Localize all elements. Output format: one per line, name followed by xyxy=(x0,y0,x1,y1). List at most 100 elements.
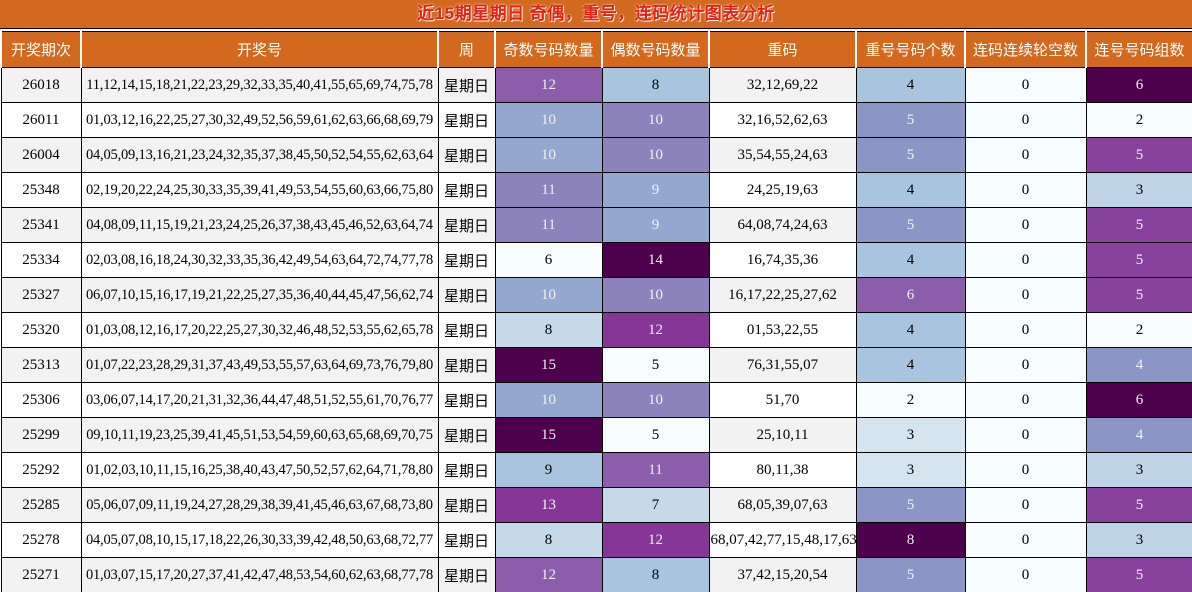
cell-consec_groups: 2 xyxy=(1085,312,1192,348)
cell-numbers: 02,03,08,16,18,24,30,32,33,35,36,42,49,5… xyxy=(80,242,439,278)
cell-even_count: 12 xyxy=(601,312,710,348)
cell-week: 星期日 xyxy=(437,172,496,208)
cell-period: 26011 xyxy=(0,102,82,138)
cell-repeat_count: 5 xyxy=(855,137,966,173)
column-header-period: 开奖期次 xyxy=(0,31,82,68)
cell-consec_skip: 0 xyxy=(964,102,1087,138)
cell-consec_groups: 6 xyxy=(1085,382,1192,418)
cell-numbers: 01,03,08,12,16,17,20,22,25,27,30,32,46,4… xyxy=(80,312,439,348)
column-header-consec_skip: 连码连续轮空数 xyxy=(964,31,1087,68)
cell-repeat_count: 4 xyxy=(855,312,966,348)
cell-even_count: 8 xyxy=(601,67,710,103)
cell-even_count: 7 xyxy=(601,487,710,523)
column-header-repeat_count: 重号号码个数 xyxy=(855,31,966,68)
cell-repeat_count: 5 xyxy=(855,487,966,523)
table-header: 开奖期次 开奖号周奇数号码数量 偶数号码数量 重码 重号号码个数 连码连续轮空数 连号号码组… xyxy=(0,31,1192,68)
cell-numbers: 01,03,07,15,17,20,27,37,41,42,47,48,53,5… xyxy=(80,557,439,592)
cell-consec_skip: 0 xyxy=(964,522,1087,558)
cell-numbers: 01,07,22,23,28,29,31,37,43,49,53,55,57,6… xyxy=(80,347,439,383)
cell-week: 星期日 xyxy=(437,347,496,383)
cell-even_count: 5 xyxy=(601,417,710,453)
cell-week: 星期日 xyxy=(437,452,496,488)
cell-repeat_numbers: 01,53,22,55 xyxy=(708,312,857,348)
cell-repeat_numbers: 51,70 xyxy=(708,382,857,418)
cell-period: 26004 xyxy=(0,137,82,173)
cell-numbers: 04,05,09,13,16,21,23,24,32,35,37,38,45,5… xyxy=(80,137,439,173)
table-row: 26018 11,12,14,15,18,21,22,23,29,32,33,35… xyxy=(0,67,1192,103)
cell-repeat_numbers: 76,31,55,07 xyxy=(708,347,857,383)
cell-repeat_numbers: 25,10,11 xyxy=(708,417,857,453)
cell-repeat_count: 5 xyxy=(855,557,966,592)
cell-odd_count: 10 xyxy=(494,277,603,313)
table-row: 25320 01,03,08,12,16,17,20,22,25,27,30,32… xyxy=(0,312,1192,348)
cell-week: 星期日 xyxy=(437,102,496,138)
cell-period: 25320 xyxy=(0,312,82,348)
cell-consec_skip: 0 xyxy=(964,67,1087,103)
cell-odd_count: 6 xyxy=(494,242,603,278)
cell-week: 星期日 xyxy=(437,207,496,243)
cell-odd_count: 10 xyxy=(494,102,603,138)
cell-week: 星期日 xyxy=(437,277,496,313)
cell-repeat_numbers: 68,07,42,77,15,48,17,63 xyxy=(708,522,857,558)
cell-odd_count: 8 xyxy=(494,312,603,348)
cell-period: 25306 xyxy=(0,382,82,418)
cell-week: 星期日 xyxy=(437,137,496,173)
cell-numbers: 09,10,11,19,23,25,39,41,45,51,53,54,59,6… xyxy=(80,417,439,453)
cell-period: 25327 xyxy=(0,277,82,313)
table-body: 26018 11,12,14,15,18,21,22,23,29,32,33,35… xyxy=(0,67,1192,592)
table-header-row: 开奖期次 开奖号周奇数号码数量 偶数号码数量 重码 重号号码个数 连码连续轮空数 连号号码组… xyxy=(0,31,1192,68)
column-header-repeat_numbers: 重码 xyxy=(708,31,857,68)
cell-repeat_numbers: 68,05,39,07,63 xyxy=(708,487,857,523)
cell-consec_skip: 0 xyxy=(964,452,1087,488)
cell-odd_count: 15 xyxy=(494,347,603,383)
cell-consec_groups: 3 xyxy=(1085,172,1192,208)
column-header-odd_count: 奇数号码数量 xyxy=(494,31,603,68)
cell-odd_count: 10 xyxy=(494,137,603,173)
table-row: 25292 01,02,03,10,11,15,16,25,38,40,43,47… xyxy=(0,452,1192,488)
column-header-even_count: 偶数号码数量 xyxy=(601,31,710,68)
cell-period: 25299 xyxy=(0,417,82,453)
cell-consec_groups: 2 xyxy=(1085,102,1192,138)
cell-repeat_count: 4 xyxy=(855,172,966,208)
cell-even_count: 9 xyxy=(601,207,710,243)
cell-consec_groups: 3 xyxy=(1085,452,1192,488)
cell-period: 25285 xyxy=(0,487,82,523)
cell-even_count: 10 xyxy=(601,102,710,138)
cell-period: 25271 xyxy=(0,557,82,592)
cell-repeat_numbers: 32,16,52,62,63 xyxy=(708,102,857,138)
cell-odd_count: 9 xyxy=(494,452,603,488)
cell-repeat_numbers: 16,74,35,36 xyxy=(708,242,857,278)
cell-repeat_count: 3 xyxy=(855,417,966,453)
cell-consec_skip: 0 xyxy=(964,137,1087,173)
cell-consec_skip: 0 xyxy=(964,242,1087,278)
cell-odd_count: 12 xyxy=(494,557,603,592)
table-row: 25278 04,05,07,08,10,15,17,18,22,26,30,33… xyxy=(0,522,1192,558)
cell-consec_groups: 5 xyxy=(1085,557,1192,592)
cell-repeat_count: 5 xyxy=(855,207,966,243)
cell-consec_skip: 0 xyxy=(964,347,1087,383)
cell-period: 25278 xyxy=(0,522,82,558)
table-row: 25271 01,03,07,15,17,20,27,37,41,42,47,48… xyxy=(0,557,1192,592)
cell-repeat_numbers: 32,12,69,22 xyxy=(708,67,857,103)
cell-even_count: 11 xyxy=(601,452,710,488)
table-row: 25285 05,06,07,09,11,19,24,27,28,29,38,39… xyxy=(0,487,1192,523)
cell-even_count: 8 xyxy=(601,557,710,592)
cell-repeat_numbers: 16,17,22,25,27,62 xyxy=(708,277,857,313)
cell-period: 25292 xyxy=(0,452,82,488)
cell-week: 星期日 xyxy=(437,487,496,523)
cell-period: 25313 xyxy=(0,347,82,383)
cell-consec_skip: 0 xyxy=(964,172,1087,208)
table-row: 25306 03,06,07,14,17,20,21,31,32,36,44,47… xyxy=(0,382,1192,418)
cell-even_count: 10 xyxy=(601,277,710,313)
column-header-week: 周 xyxy=(437,31,496,68)
cell-even_count: 9 xyxy=(601,172,710,208)
cell-week: 星期日 xyxy=(437,67,496,103)
cell-consec_groups: 5 xyxy=(1085,277,1192,313)
cell-repeat_numbers: 80,11,38 xyxy=(708,452,857,488)
cell-repeat_numbers: 37,42,15,20,54 xyxy=(708,557,857,592)
cell-repeat_count: 4 xyxy=(855,347,966,383)
cell-even_count: 10 xyxy=(601,137,710,173)
cell-consec_groups: 4 xyxy=(1085,347,1192,383)
cell-numbers: 05,06,07,09,11,19,24,27,28,29,38,39,41,4… xyxy=(80,487,439,523)
cell-odd_count: 15 xyxy=(494,417,603,453)
